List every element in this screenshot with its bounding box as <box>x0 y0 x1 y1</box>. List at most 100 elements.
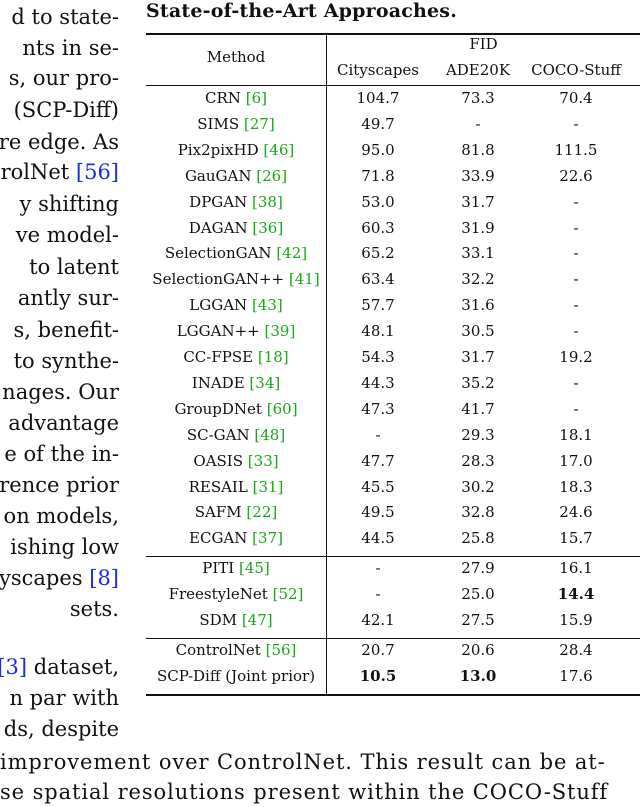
citation-link[interactable]: [39] <box>264 322 296 341</box>
left-text-line: nts in se- <box>22 36 119 60</box>
cell-ade20k: 27.5 <box>461 611 495 629</box>
method-name: SAFM <box>194 503 242 522</box>
cell-cityscapes: 60.3 <box>361 218 395 237</box>
bottom-line-2: se spatial resolutions present within th… <box>0 780 609 804</box>
method-name: DPGAN <box>189 192 248 211</box>
citation-link[interactable]: [18] <box>257 348 289 366</box>
citation-link[interactable]: [56] <box>75 160 119 184</box>
cell-ade20k: 33.1 <box>461 244 495 263</box>
cell-ade20k: 31.9 <box>461 218 495 237</box>
table-top-rule <box>146 33 640 35</box>
method-name: CC-FPSE <box>183 348 254 366</box>
table-column-divider <box>326 33 327 694</box>
citation-link[interactable]: [33] <box>247 451 279 470</box>
cell-ade20k: 32.2 <box>461 270 495 289</box>
method-cell: RESAIL [31] <box>146 478 326 496</box>
method-cell: FreestyleNet [52] <box>146 585 326 603</box>
cell-ade20k: 13.0 <box>459 666 497 685</box>
method-name: DAGAN <box>188 218 248 237</box>
table-caption: State-of-the-Art Approaches. <box>146 0 458 22</box>
citation-link[interactable]: [46] <box>263 140 295 159</box>
cell-coco-stuff: 22.6 <box>559 166 593 185</box>
cell-ade20k: 81.8 <box>461 140 495 159</box>
method-name: SIMS <box>197 114 240 133</box>
citation-link[interactable]: [60] <box>266 399 298 418</box>
left-text-line: ds, despite <box>3 717 119 741</box>
citation-link[interactable]: [31] <box>252 477 284 496</box>
method-name: SDM <box>199 611 238 629</box>
cell-coco-stuff: 70.4 <box>559 89 593 107</box>
cell-coco-stuff: - <box>573 270 579 289</box>
left-text-line: sets. <box>69 597 119 621</box>
cell-coco-stuff: - <box>573 322 579 341</box>
cell-ade20k: 29.3 <box>461 425 495 444</box>
citation-link[interactable]: [6] <box>245 89 267 107</box>
method-name: CRN <box>205 89 241 107</box>
column-header-cityscapes: Cityscapes <box>337 61 419 79</box>
cell-coco-stuff: 18.1 <box>559 425 593 444</box>
left-text-line: re edge. As <box>0 130 119 154</box>
method-cell: CRN [6] <box>146 89 326 107</box>
cell-coco-stuff: 17.0 <box>559 451 593 470</box>
citation-link[interactable]: [36] <box>252 218 284 237</box>
left-text-line: s, benefit- <box>13 318 120 342</box>
left-text-line: d to state- <box>11 5 119 29</box>
method-cell: OASIS [33] <box>146 452 326 470</box>
left-text-line: ishing low <box>10 535 119 559</box>
method-cell: DAGAN [36] <box>146 219 326 237</box>
cell-cityscapes: 71.8 <box>361 166 395 185</box>
method-cell: SCP-Diff (Joint prior) <box>146 667 326 685</box>
citation-link[interactable]: [26] <box>256 166 288 185</box>
citation-link[interactable]: [38] <box>252 192 283 211</box>
cell-cityscapes: 104.7 <box>356 89 400 107</box>
method-name: RESAIL <box>188 477 248 496</box>
citation-link[interactable]: [8] <box>89 566 119 590</box>
cell-cityscapes: 65.2 <box>361 244 395 263</box>
bottom-line-1: improvement over ControlNet. This result… <box>0 750 606 774</box>
citation-link[interactable]: [42] <box>276 244 308 263</box>
group-rule <box>146 637 640 639</box>
citation-link[interactable]: [45] <box>238 559 270 578</box>
cell-ade20k: 31.7 <box>461 192 495 211</box>
method-name: ECGAN <box>189 529 248 548</box>
method-cell: PITI [45] <box>146 559 326 577</box>
cell-coco-stuff: - <box>573 114 579 133</box>
cell-ade20k: 33.9 <box>461 166 495 185</box>
group-rule <box>146 556 640 558</box>
cell-coco-stuff: 19.2 <box>559 348 593 366</box>
citation-link[interactable]: [22] <box>246 503 278 522</box>
cell-cityscapes: - <box>375 559 381 578</box>
citation-link[interactable]: [3] <box>0 655 28 679</box>
citation-link[interactable]: [52] <box>272 585 304 604</box>
left-text-line: on models, <box>3 504 119 528</box>
method-name: FreestyleNet <box>168 585 268 604</box>
citation-link[interactable]: [34] <box>249 373 281 392</box>
fid-header: FID <box>469 35 498 53</box>
method-cell: GauGAN [26] <box>146 167 326 185</box>
citation-link[interactable]: [41] <box>288 270 320 289</box>
cell-ade20k: 25.0 <box>461 585 495 604</box>
cell-coco-stuff: - <box>573 218 579 237</box>
citation-link[interactable]: [56] <box>265 640 297 659</box>
left-text-fragment: yscapes <box>0 566 90 590</box>
method-cell: SDM [47] <box>146 611 326 629</box>
left-text-line: n par with <box>9 686 119 710</box>
citation-link[interactable]: [37] <box>252 529 283 548</box>
cell-ade20k: 20.6 <box>461 640 495 659</box>
left-text-line: (SCP-Diff) <box>13 98 119 122</box>
left-text-line: to latent <box>29 255 119 279</box>
left-text-line: nages. Our <box>2 380 119 404</box>
table-bottom-rule <box>146 693 640 696</box>
citation-link[interactable]: [27] <box>243 114 275 133</box>
method-cell: SC-GAN [48] <box>146 426 326 444</box>
method-cell: CC-FPSE [18] <box>146 348 326 366</box>
method-name: SelectionGAN <box>164 244 272 263</box>
citation-link[interactable]: [47] <box>241 611 273 629</box>
left-text-line: rence prior <box>0 473 119 497</box>
citation-link[interactable]: [48] <box>254 425 286 444</box>
method-cell: Pix2pixHD [46] <box>146 141 326 159</box>
method-name: SC-GAN <box>186 425 250 444</box>
citation-link[interactable]: [43] <box>251 296 283 315</box>
method-name: ControlNet <box>175 640 261 659</box>
left-text-line: advantage <box>8 411 119 435</box>
